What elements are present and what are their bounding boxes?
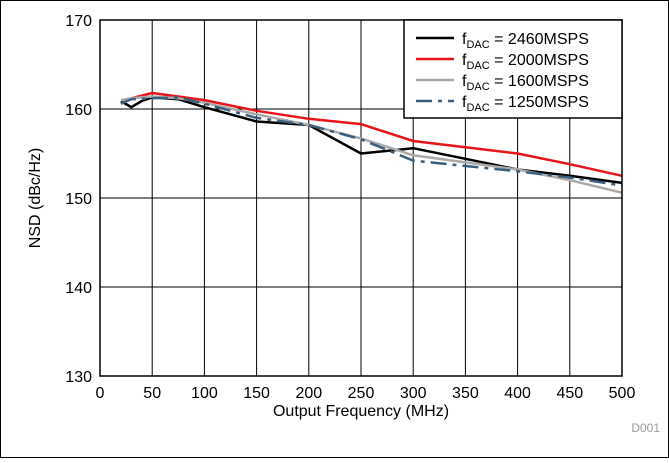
legend-label-main: f [462,73,467,90]
y-tick-label: 160 [65,102,92,119]
legend-label-main: f [462,52,467,69]
legend-label-value: = 1600MSPS [490,73,589,90]
x-tick-label: 400 [504,385,531,402]
x-tick-label: 450 [556,385,583,402]
y-tick-label: 150 [65,191,92,208]
y-axis-label: NSD (dBc/Hz) [27,148,44,248]
axis-ticks: 0 50 100 150 200 250 300 350 400 450 500 130 140 150 1… [65,13,635,402]
legend-label-subscript: DAC [466,102,489,114]
series-line-4 [120,96,623,187]
x-tick-label: 250 [348,385,375,402]
x-tick-label: 0 [96,385,105,402]
x-tick-label: 300 [400,385,427,402]
legend-label-main: f [462,94,467,111]
x-tick-label: 350 [452,385,479,402]
x-tick-label: 200 [295,385,322,402]
y-tick-label: 130 [65,369,92,386]
legend-entry-label: fDAC = 1250MSPS [462,94,589,114]
x-axis-label: Output Frequency (MHz) [273,403,449,420]
series-line-3 [120,95,623,194]
y-tick-label: 170 [65,13,92,30]
series-line-2 [120,91,623,178]
legend-label-subscript: DAC [466,60,489,72]
legend-label-subscript: DAC [466,81,489,93]
legend-label-value: = 1250MSPS [490,94,589,111]
legend-label-value: = 2000MSPS [490,52,589,69]
legend-label-subscript: DAC [466,39,489,51]
legend-entry-label: fDAC = 2000MSPS [462,52,589,72]
figure-code: D001 [631,421,660,435]
x-tick-label: 100 [191,385,218,402]
x-tick-label: 50 [143,385,161,402]
y-tick-label: 140 [65,280,92,297]
plot-border [99,19,623,377]
x-tick-label: 150 [243,385,270,402]
x-tick-label: 500 [609,385,636,402]
legend-label-value: = 2460MSPS [490,31,589,48]
legend-entry-label: fDAC = 1600MSPS [462,73,589,93]
legend-entry-label: fDAC = 2460MSPS [462,31,589,51]
legend-label-main: f [462,31,467,48]
series-layer [120,91,623,194]
